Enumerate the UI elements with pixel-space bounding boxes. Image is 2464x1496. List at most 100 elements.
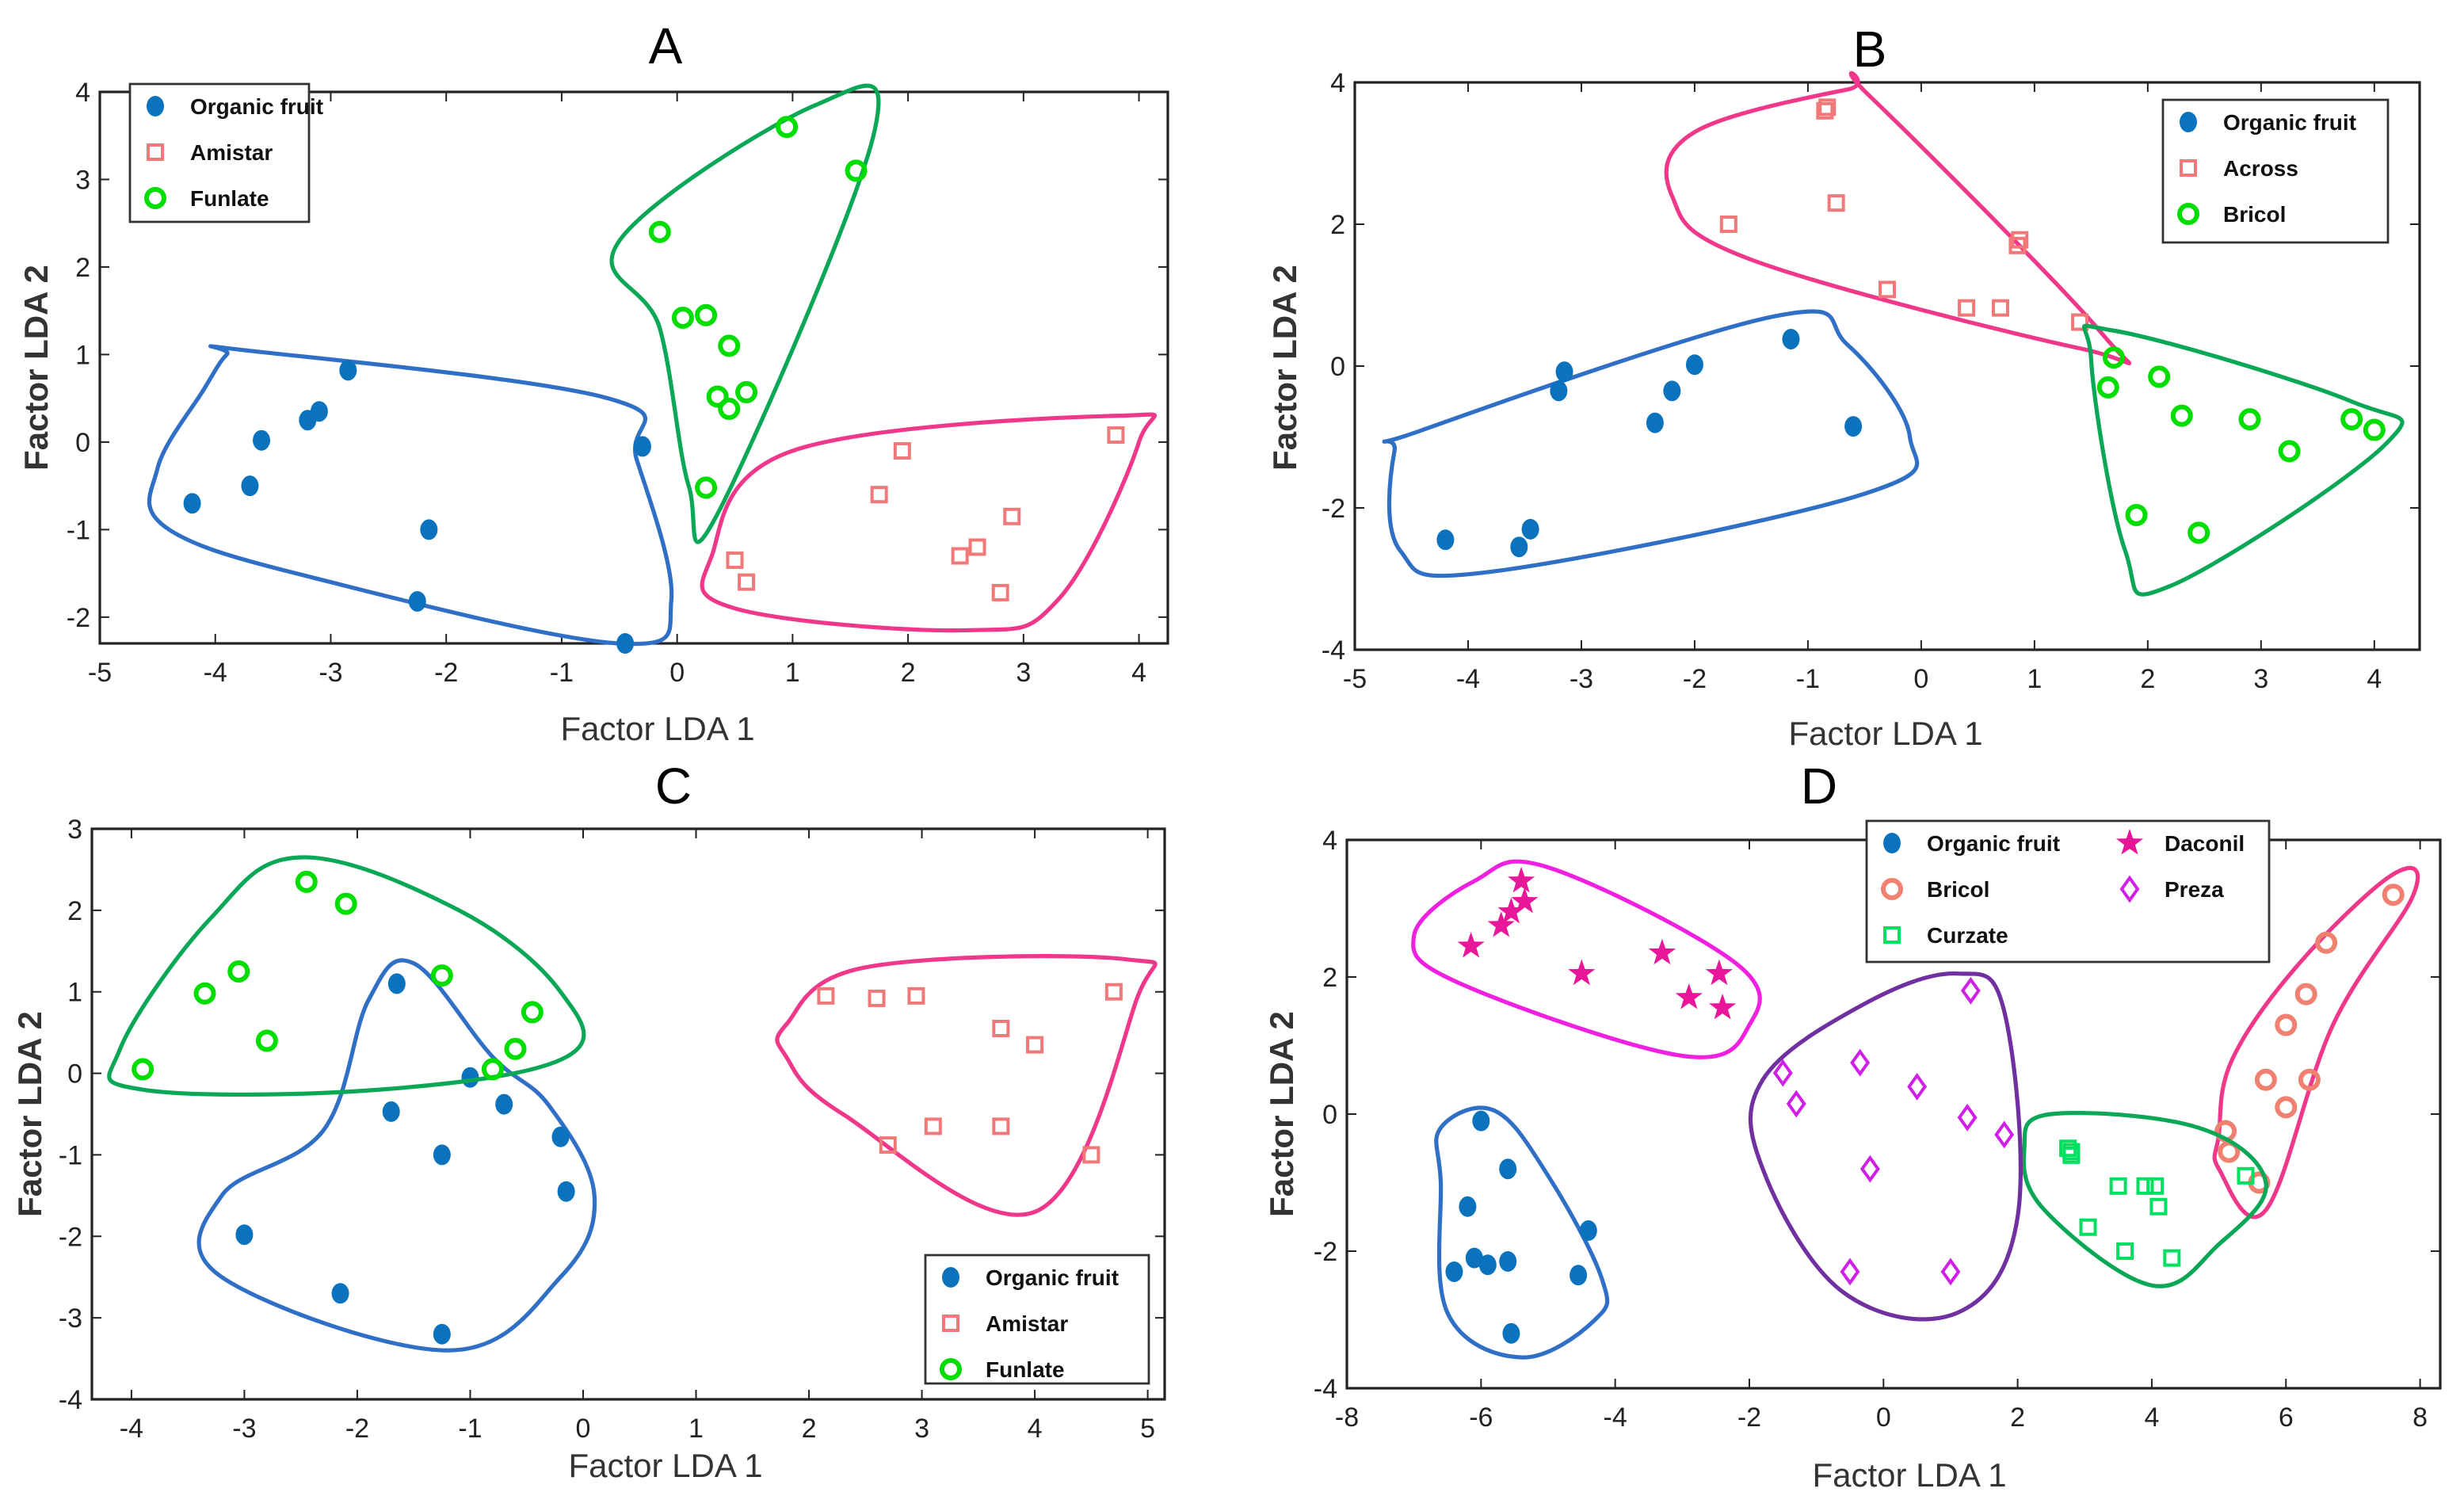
- data-point: [387, 973, 406, 994]
- data-point: [2275, 1013, 2298, 1036]
- legend-label: Preza: [2165, 877, 2224, 902]
- data-point: [1705, 959, 1733, 986]
- data-point: [1685, 354, 1703, 376]
- y-tick-label: -4: [1322, 635, 1345, 666]
- data-point: [1026, 1036, 1044, 1054]
- series-amistar: [700, 412, 1158, 633]
- data-point: [1510, 536, 1528, 558]
- cluster-outline: [107, 855, 586, 1097]
- data-point: [1568, 959, 1596, 986]
- data-point: [310, 401, 328, 422]
- data-point: [893, 441, 911, 460]
- y-tick-label: 4: [1330, 68, 1345, 98]
- legend-marker: [1881, 878, 1903, 900]
- data-point: [408, 590, 426, 612]
- y-tick-label: 0: [67, 1059, 82, 1090]
- panel-a: A -5 -4 -3 -2 -1 0 1 2 3 4 -2 -1 0 1 2 3 4 Factor LDA 1 Fac…: [17, 17, 1169, 747]
- data-point: [1772, 1059, 1793, 1087]
- data-point: [495, 1093, 513, 1115]
- legend-marker: [144, 187, 166, 209]
- data-point: [1859, 1154, 1880, 1183]
- data-point: [845, 159, 868, 182]
- cluster-outline: [2081, 323, 2405, 597]
- x-tick-label: -2: [1683, 664, 1707, 694]
- x-tick-label: -2: [345, 1414, 369, 1444]
- series-funlate: [107, 855, 586, 1097]
- data-point: [2148, 365, 2171, 388]
- legend-label: Funlate: [986, 1357, 1065, 1382]
- data-point: [968, 538, 986, 556]
- data-point: [2237, 1166, 2255, 1185]
- data-point: [735, 380, 758, 403]
- data-point: [1719, 216, 1737, 233]
- panel-d: D -8 -6 -4 -2 0 2 4 6 8 -4 -2 0 2 4 Factor LDA 1 Factor …: [1263, 758, 2442, 1494]
- data-point: [879, 1136, 897, 1154]
- data-point: [1487, 911, 1515, 937]
- data-point: [1646, 412, 1664, 433]
- legend-marker: [2177, 203, 2199, 225]
- y-tick-label: 0: [1330, 352, 1345, 382]
- data-point: [1465, 1247, 1483, 1269]
- x-tick-label: -8: [1335, 1402, 1359, 1433]
- data-point: [695, 303, 718, 326]
- data-point: [461, 1067, 479, 1088]
- x-tick-label: 0: [576, 1414, 591, 1444]
- cluster-outline: [1434, 1105, 1610, 1360]
- series-bricol: [2212, 865, 2420, 1219]
- data-point: [1497, 897, 1525, 924]
- data-point: [2079, 1218, 2097, 1236]
- data-point: [253, 429, 271, 451]
- data-point: [1570, 1265, 1588, 1286]
- cluster-outline: [2212, 865, 2420, 1219]
- data-point: [2382, 883, 2405, 906]
- data-point: [2315, 931, 2338, 954]
- data-point: [255, 1029, 278, 1052]
- data-point: [2298, 1068, 2321, 1091]
- data-point: [433, 1323, 451, 1345]
- data-point: [1550, 380, 1568, 402]
- x-tick-label: 1: [785, 658, 800, 688]
- legend-label: Curzate: [1927, 923, 2008, 948]
- data-point: [2136, 1177, 2154, 1195]
- data-point: [924, 1117, 942, 1135]
- data-point: [227, 960, 250, 983]
- legend-box: [2161, 98, 2390, 244]
- data-point: [2294, 983, 2317, 1006]
- data-point: [1521, 518, 1539, 540]
- y-tick-label: 1: [75, 340, 90, 370]
- data-point: [1502, 1322, 1520, 1344]
- data-point: [1827, 194, 1845, 212]
- x-tick-label: -6: [1469, 1402, 1493, 1433]
- data-point: [633, 436, 651, 457]
- data-point: [992, 1117, 1010, 1135]
- x-tick-label: -3: [318, 658, 342, 688]
- data-point: [132, 1058, 154, 1081]
- data-point: [1675, 983, 1703, 1009]
- panel-title: C: [655, 758, 692, 815]
- legend-label: Bricol: [2223, 202, 2286, 227]
- legend-marker: [147, 96, 164, 116]
- data-point: [726, 551, 744, 570]
- legend-label: Bricol: [1927, 877, 1989, 902]
- data-point: [1082, 1146, 1100, 1164]
- data-point: [1508, 866, 1535, 893]
- legend-marker: [942, 1267, 959, 1288]
- x-axis-label: Factor LDA 1: [560, 710, 754, 747]
- legend-label: Organic fruit: [1927, 831, 2060, 856]
- data-point: [1511, 887, 1539, 914]
- data-point: [1003, 507, 1021, 525]
- x-tick-label: 2: [2140, 664, 2155, 694]
- data-point: [695, 476, 718, 499]
- y-tick-label: -4: [59, 1385, 82, 1415]
- y-tick-label: 4: [1322, 826, 1337, 856]
- legend-label: Organic fruit: [986, 1265, 1119, 1290]
- legend: Organic fruit Bricol Curzate Daconil Preza: [1865, 819, 2271, 964]
- x-tick-label: 2: [2010, 1402, 2025, 1433]
- data-point: [1782, 328, 1800, 349]
- y-tick-label: -2: [1322, 494, 1345, 524]
- data-point: [2363, 418, 2386, 441]
- x-tick-label: 8: [2413, 1402, 2428, 1433]
- data-point: [718, 397, 741, 420]
- data-point: [1579, 1220, 1597, 1242]
- legend-marker: [1883, 926, 1901, 944]
